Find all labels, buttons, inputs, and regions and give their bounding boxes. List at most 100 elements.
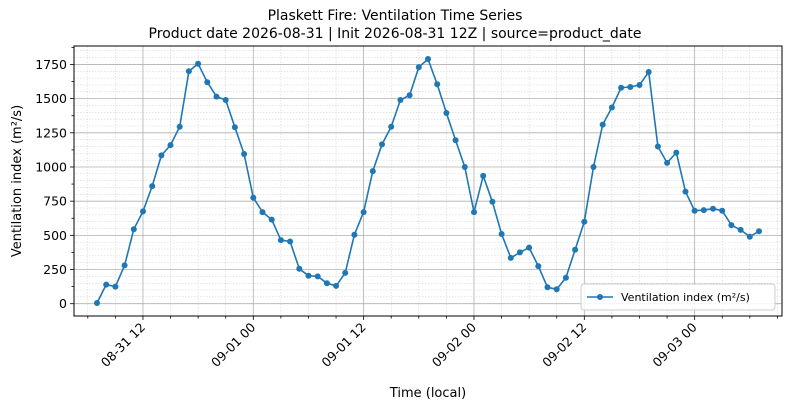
data-point <box>241 151 248 157</box>
y-tick-label: 0 <box>59 296 67 311</box>
grid-layer <box>74 46 782 316</box>
data-point <box>296 265 303 272</box>
data-point <box>342 269 349 276</box>
data-point <box>250 194 257 201</box>
data-point <box>167 142 174 149</box>
data-point <box>507 254 514 261</box>
data-point <box>636 82 643 88</box>
y-tick-label: 750 <box>43 194 67 209</box>
data-point <box>562 274 569 281</box>
plot-frame <box>73 45 783 317</box>
data-point <box>323 280 330 287</box>
data-point <box>544 284 551 291</box>
x-tick-label: 09-02 00 <box>429 319 479 369</box>
data-point <box>516 249 523 256</box>
y-tick-label: 1000 <box>35 159 67 174</box>
data-point <box>572 246 579 253</box>
x-tick-label: 09-01 12 <box>318 320 368 370</box>
legend-box <box>580 283 776 311</box>
y-tick-label: 1750 <box>35 57 67 72</box>
data-point <box>526 244 533 251</box>
data-point <box>149 183 156 190</box>
legend-label: Ventilation index (m²/s) <box>621 291 750 304</box>
data-point <box>425 56 431 62</box>
x-tick-label: 09-01 00 <box>208 319 258 369</box>
x-tick-label: 08-31 12 <box>98 320 148 370</box>
data-point <box>388 123 395 130</box>
data-point <box>369 168 376 175</box>
data-point <box>360 209 367 216</box>
data-point <box>535 263 542 270</box>
legend: Ventilation index (m²/s) <box>580 283 776 311</box>
data-point <box>664 159 671 166</box>
data-point <box>277 237 284 244</box>
data-point <box>581 218 588 225</box>
data-point <box>397 97 404 103</box>
data-point <box>140 208 146 215</box>
data-point <box>103 281 110 288</box>
y-tick-label: 250 <box>43 262 67 277</box>
data-point <box>756 228 762 235</box>
data-point <box>176 123 183 130</box>
y-tick-label: 1250 <box>35 125 67 140</box>
data-point <box>213 93 220 100</box>
data-point <box>645 69 652 75</box>
chart-title: Plaskett Fire: Ventilation Time Series <box>267 8 523 24</box>
y-tick-label: 1500 <box>35 91 67 106</box>
data-point <box>489 198 496 205</box>
data-point <box>452 137 459 144</box>
y-axis-title: Ventilation index (m²/s) <box>10 105 25 257</box>
data-point <box>434 81 441 88</box>
data-point <box>195 60 202 67</box>
data-point <box>682 188 689 195</box>
data-point <box>379 141 385 148</box>
data-point <box>204 79 211 86</box>
data-point <box>351 231 358 238</box>
data-point <box>305 272 312 279</box>
data-point <box>654 143 661 150</box>
data-point <box>314 273 321 280</box>
data-point <box>158 152 165 159</box>
data-point <box>461 164 468 170</box>
data-point <box>94 300 100 306</box>
data-point <box>737 226 744 233</box>
data-point <box>590 164 597 170</box>
data-point <box>700 207 707 214</box>
data-point <box>185 68 192 75</box>
data-point <box>287 238 294 245</box>
data-point <box>627 84 634 90</box>
chart-subtitle: Product date 2026-08-31 | Init 2026-08-3… <box>148 26 642 42</box>
data-point <box>673 149 680 156</box>
data-point <box>268 216 275 223</box>
series-line <box>96 58 760 304</box>
data-point <box>222 97 229 103</box>
data-point <box>121 262 128 269</box>
data-point <box>443 110 450 116</box>
data-point <box>710 205 716 212</box>
y-tick-label: 500 <box>43 228 67 243</box>
series-layer <box>94 56 762 306</box>
data-point <box>618 84 625 91</box>
data-point <box>112 283 119 290</box>
x-axis-title: Time (local) <box>389 386 466 401</box>
axes-layer: 0 250 500 750 1000 1250 1500 1750 08-31 12 09-01 … <box>35 46 778 370</box>
x-tick-label: 09-02 12 <box>539 320 589 370</box>
data-point <box>480 172 487 179</box>
data-point <box>608 104 615 111</box>
data-point <box>406 92 413 99</box>
data-point <box>691 207 698 214</box>
data-point <box>498 231 505 237</box>
data-point <box>599 121 606 128</box>
data-point <box>231 124 238 131</box>
legend-marker-swatch <box>597 294 603 300</box>
data-point <box>719 207 726 214</box>
x-tick-label: 09-03 00 <box>649 319 699 369</box>
data-point <box>259 209 266 216</box>
data-point <box>471 209 477 216</box>
data-point <box>728 222 735 229</box>
data-point <box>333 282 340 289</box>
data-point <box>130 226 137 233</box>
data-point <box>746 233 753 240</box>
data-point <box>553 286 560 293</box>
